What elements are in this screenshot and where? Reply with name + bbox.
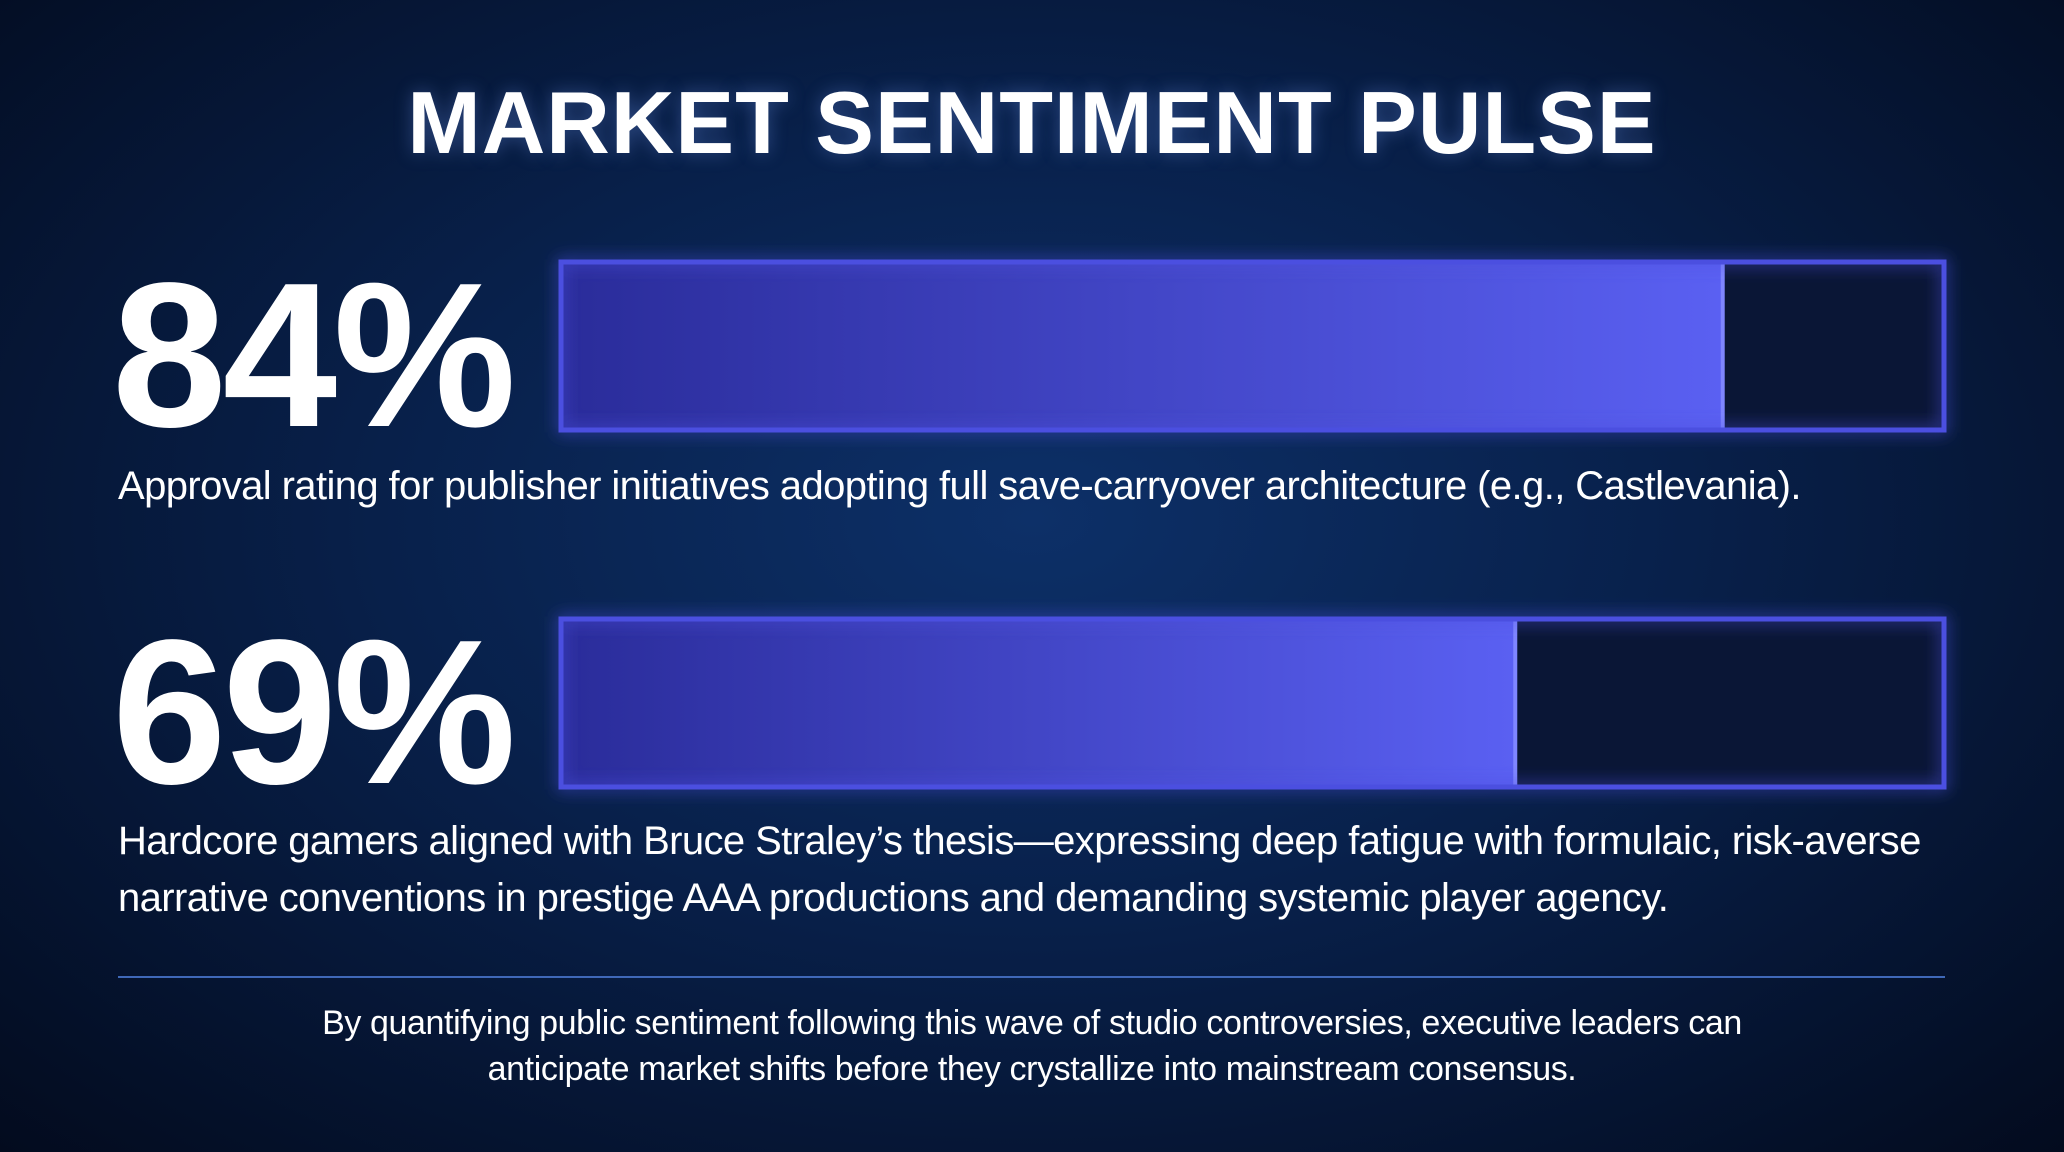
title: MARKET SENTIMENT PULSE <box>407 73 1657 172</box>
bar <box>561 262 1723 430</box>
footer-note: By quantifying public sentiment followin… <box>322 1004 1742 1088</box>
bar-frame <box>558 616 1947 790</box>
value-label: 69% <box>112 597 516 827</box>
description: Hardcore gamers aligned with Bruce Stral… <box>118 819 1921 920</box>
description: Approval rating for publisher initiative… <box>118 464 1801 508</box>
bar <box>561 619 1516 787</box>
value-label: 84% <box>112 240 516 470</box>
bar-frame <box>558 259 1947 433</box>
